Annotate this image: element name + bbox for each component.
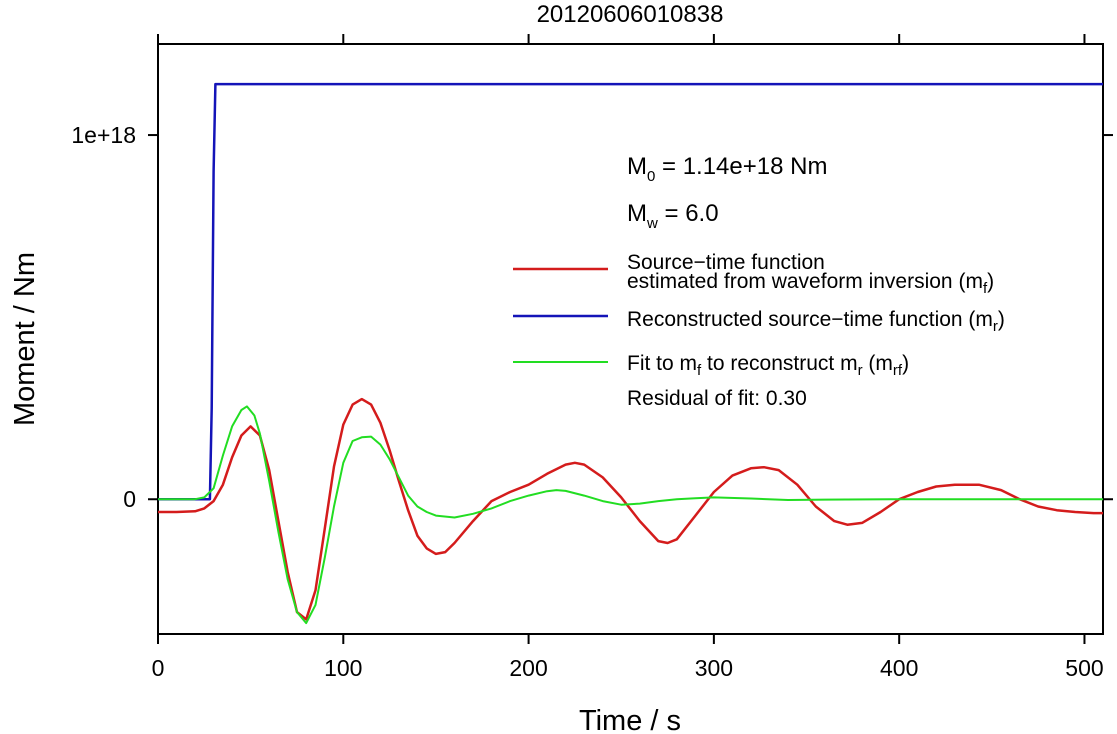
residual-annotation: Residual of fit: 0.30	[627, 387, 807, 410]
legend-label-source-time-function-line1: Source−time function	[627, 251, 825, 274]
x-tick-label: 400	[880, 655, 918, 681]
chart-title: 20120606010838	[537, 1, 724, 28]
legend-label-fit: Fit to mf to reconstruct mr (mrf)	[627, 352, 909, 379]
moment-magnitude-annotation: Mw = 6.0	[627, 200, 719, 232]
axis-ticks: 0 100 200 300 400 500 0 1e+18	[71, 34, 1113, 681]
y-tick-label: 1e+18	[71, 122, 136, 148]
seismic-moment-annotation: M0 = 1.14e+18 Nm	[627, 153, 827, 185]
x-tick-label: 0	[152, 655, 165, 681]
series-line-reconstructed	[158, 82, 1103, 501]
series-line-fit	[158, 405, 1103, 625]
y-axis-label: Moment / Nm	[9, 252, 41, 426]
legend-label-reconstructed: Reconstructed source−time function (mr)	[627, 308, 1005, 335]
x-tick-label: 300	[695, 655, 733, 681]
x-tick-label: 500	[1065, 655, 1103, 681]
y-tick-label: 0	[123, 486, 136, 512]
legend-label-source-time-function-line2: estimated from waveform inversion (mf)	[627, 270, 994, 297]
x-tick-label: 100	[324, 655, 362, 681]
legend: Source−time function estimated from wave…	[513, 251, 1005, 410]
series-line-source-time-function	[158, 397, 1103, 621]
x-axis-label: Time / s	[579, 705, 681, 734]
x-tick-label: 200	[509, 655, 547, 681]
plot-frame	[157, 43, 1104, 635]
series-lines	[158, 82, 1103, 625]
